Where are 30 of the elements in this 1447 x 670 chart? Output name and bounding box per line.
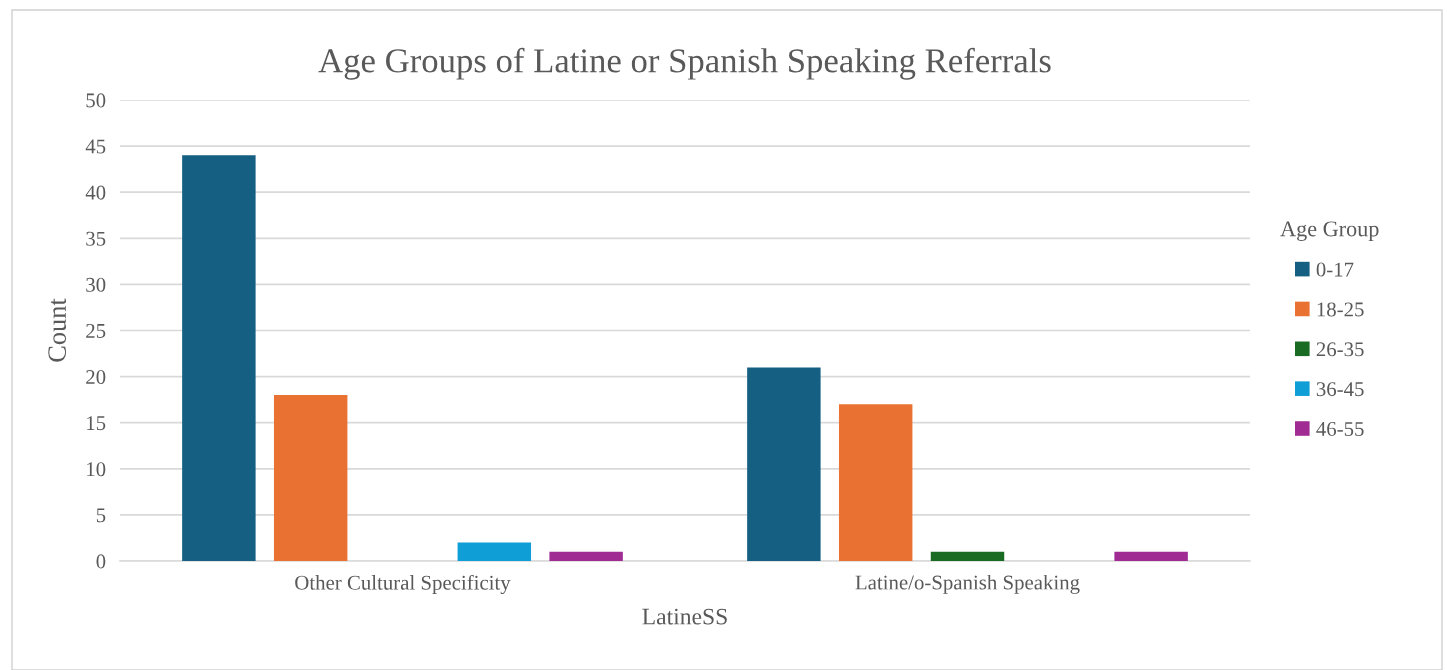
y-tick-label: 45: [85, 139, 106, 154]
y-tick-label: 30: [86, 277, 106, 292]
y-tick-label: 50: [86, 93, 106, 108]
legend-label: 36-45: [1316, 382, 1364, 397]
bar: [747, 367, 821, 561]
y-tick-label: 5: [96, 508, 106, 523]
y-tick-label: 10: [87, 462, 106, 477]
y-axis-title: Count: [48, 298, 67, 362]
legend-title: Age Group: [1280, 221, 1379, 241]
y-tick-label: 40: [85, 185, 106, 200]
x-tick-label: Latine/o-Spanish Speaking: [855, 574, 1080, 594]
legend-label: 0-17: [1316, 262, 1354, 277]
y-tick-label: 20: [86, 369, 106, 385]
bar: [182, 155, 256, 561]
y-tick-label: 15: [87, 416, 106, 431]
x-axis-title: LatineSS: [642, 608, 727, 625]
bar: [838, 404, 913, 561]
bar: [273, 395, 348, 561]
bar: [549, 551, 623, 561]
chart-title: Age Groups of Latine or Spanish Speaking Referrals: [318, 47, 1051, 80]
legend-label: 18-25: [1317, 302, 1364, 317]
x-tick-label: Other Cultural Specificity: [295, 574, 511, 595]
bar: [457, 542, 532, 561]
bar: [1114, 551, 1188, 561]
y-tick-label: 25: [86, 323, 106, 338]
y-tick-label: 0: [96, 554, 106, 569]
y-tick-label: 35: [86, 231, 106, 246]
bar: [930, 551, 1005, 561]
legend-label: 46-55: [1316, 422, 1364, 437]
legend-label: 26-35: [1316, 342, 1364, 357]
